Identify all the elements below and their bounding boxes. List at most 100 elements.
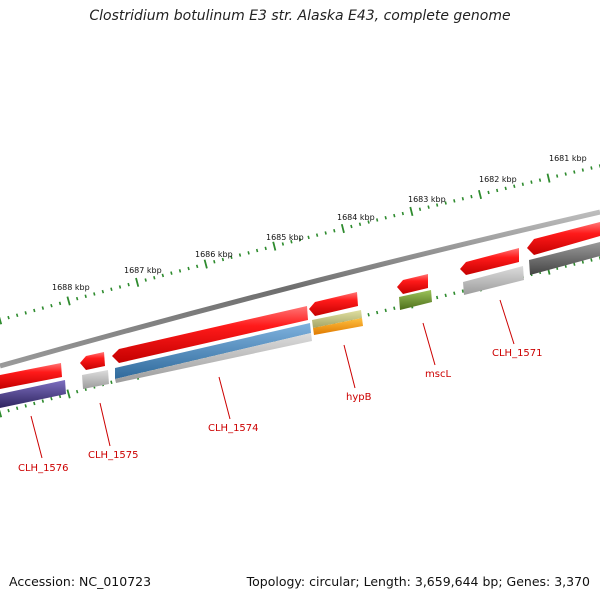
topology-summary: Topology: circular; Length: 3,659,644 bp… xyxy=(246,574,590,589)
outer-scale-minor-tick xyxy=(367,220,370,224)
outer-scale-minor-tick xyxy=(7,315,10,320)
outer-scale-major-tick xyxy=(340,223,345,234)
callout-clh1575 xyxy=(99,402,111,447)
outer-scale-minor-tick xyxy=(84,294,87,298)
inner-scale-minor-tick xyxy=(590,258,593,262)
outer-scale-minor-tick xyxy=(170,271,173,275)
gene-label-clh1574[interactable]: CLH_1574 xyxy=(208,423,259,434)
feature-bar-hypb-b[interactable] xyxy=(313,318,363,335)
gene-arrow-clh1576[interactable] xyxy=(0,363,62,389)
inner-scale-minor-tick xyxy=(110,380,113,384)
kbp-label-1686: 1686 kbp xyxy=(195,250,233,259)
outer-scale-minor-tick xyxy=(530,180,533,184)
callout-clh1574 xyxy=(218,376,231,420)
gene-label-clh1575[interactable]: CLH_1575 xyxy=(88,450,139,461)
outer-scale-minor-tick xyxy=(384,216,387,220)
outer-scale-minor-tick xyxy=(195,264,199,269)
gene-arrow-clh1571[interactable] xyxy=(527,222,600,255)
outer-scale-minor-tick xyxy=(24,311,27,315)
callout-clh1576 xyxy=(30,415,43,459)
feature-bar-clh1575[interactable] xyxy=(82,370,109,389)
outer-scale-minor-tick xyxy=(333,229,336,233)
outer-scale-ticks xyxy=(0,164,600,325)
gene-arrow-hypb[interactable] xyxy=(309,292,358,316)
outer-scale-major-tick xyxy=(546,173,551,183)
outer-scale-minor-tick xyxy=(513,184,516,188)
outer-scale-minor-tick xyxy=(324,231,327,235)
outer-scale-minor-tick xyxy=(213,260,216,264)
inner-scale-minor-tick xyxy=(50,396,53,401)
outer-scale-minor-tick xyxy=(161,273,165,278)
outer-scale-major-tick xyxy=(135,277,140,287)
kbp-label-1684: 1684 kbp xyxy=(337,213,375,222)
inner-scale-minor-tick xyxy=(384,308,387,313)
inner-scale-minor-tick xyxy=(41,399,45,403)
outer-scale-minor-tick xyxy=(504,186,507,191)
outer-scale-minor-tick xyxy=(581,168,584,172)
feature-bar-clh1574-b[interactable] xyxy=(115,333,312,383)
outer-scale-minor-tick xyxy=(221,257,225,262)
gene-arrow-clh1575[interactable] xyxy=(80,352,105,370)
inner-scale-minor-tick xyxy=(453,291,456,295)
feature-bar-clh1574-a[interactable] xyxy=(115,323,311,379)
outer-scale-minor-tick xyxy=(33,308,36,313)
inner-scale-minor-tick xyxy=(393,306,396,310)
outer-scale-minor-tick xyxy=(118,285,122,289)
gene-label-clh1576[interactable]: CLH_1576 xyxy=(18,463,69,474)
gene-arrow-clh1571b[interactable] xyxy=(460,248,519,275)
outer-scale-minor-tick xyxy=(298,237,302,242)
outer-scale-minor-tick xyxy=(556,174,559,178)
outer-scale-minor-tick xyxy=(58,301,62,306)
outer-scale-minor-tick xyxy=(290,240,293,244)
outer-scale-minor-tick xyxy=(127,282,130,287)
feature-bar-clh1571b[interactable] xyxy=(463,266,524,295)
feature-bar-clh1576[interactable] xyxy=(0,380,66,408)
outer-scale-minor-tick xyxy=(50,303,53,308)
outer-scale-minor-tick xyxy=(573,170,576,174)
inner-scale-major-tick xyxy=(0,409,3,418)
outer-scale-minor-tick xyxy=(307,235,310,240)
inner-scale-minor-tick xyxy=(24,404,27,408)
feature-bar-hypb-a[interactable] xyxy=(312,310,362,328)
outer-scale-minor-tick xyxy=(496,188,499,193)
gene-label-mscl[interactable]: mscL xyxy=(425,369,451,380)
map-title: Clostridium botulinum E3 str. Alaska E43… xyxy=(89,8,511,24)
outer-scale-minor-tick xyxy=(178,269,182,273)
outer-scale-minor-tick xyxy=(75,296,79,301)
outer-scale-minor-tick xyxy=(238,253,242,257)
outer-scale-minor-tick xyxy=(487,190,490,195)
outer-scale-minor-tick xyxy=(538,178,542,182)
outer-scale-minor-tick xyxy=(264,246,267,251)
outer-scale-minor-tick xyxy=(470,194,473,199)
outer-scale-minor-tick xyxy=(461,197,464,201)
outer-scale-minor-tick xyxy=(350,224,353,229)
outer-scale-minor-tick xyxy=(521,182,524,186)
outer-scale-minor-tick xyxy=(15,313,19,318)
outer-scale-major-tick xyxy=(0,316,3,325)
gene-arrow-clh1574[interactable] xyxy=(112,306,308,363)
outer-scale-major-tick xyxy=(203,259,208,269)
outer-scale-minor-tick xyxy=(153,276,156,280)
outer-scale-minor-tick xyxy=(436,203,439,207)
gene-label-clh1571[interactable]: CLH_1571 xyxy=(492,348,543,359)
outer-scale-minor-tick xyxy=(427,205,430,209)
outer-scale-minor-tick xyxy=(255,248,259,253)
outer-scale-minor-tick xyxy=(358,222,362,226)
kbp-label-1683: 1683 kbp xyxy=(408,195,446,204)
inner-scale-minor-tick xyxy=(444,293,447,298)
kbp-label-1688: 1688 kbp xyxy=(52,283,90,292)
outer-scale-minor-tick xyxy=(247,251,250,255)
outer-scale-minor-tick xyxy=(101,289,105,294)
gene-track xyxy=(0,222,600,389)
outer-scale-major-tick xyxy=(66,296,71,306)
outer-scale-minor-tick xyxy=(453,199,456,203)
feature-bar-mscl[interactable] xyxy=(399,290,432,310)
gene-arrow-mscl[interactable] xyxy=(397,274,428,294)
inner-scale-minor-tick xyxy=(367,313,370,317)
outer-scale-minor-tick xyxy=(444,201,447,205)
inner-scale-minor-tick xyxy=(15,406,19,411)
kbp-label-1685: 1685 kbp xyxy=(266,233,304,242)
feature-bar-clh1571[interactable] xyxy=(529,242,600,275)
gene-label-hypb[interactable]: hypB xyxy=(346,392,372,403)
inner-scale-minor-tick xyxy=(7,408,10,413)
